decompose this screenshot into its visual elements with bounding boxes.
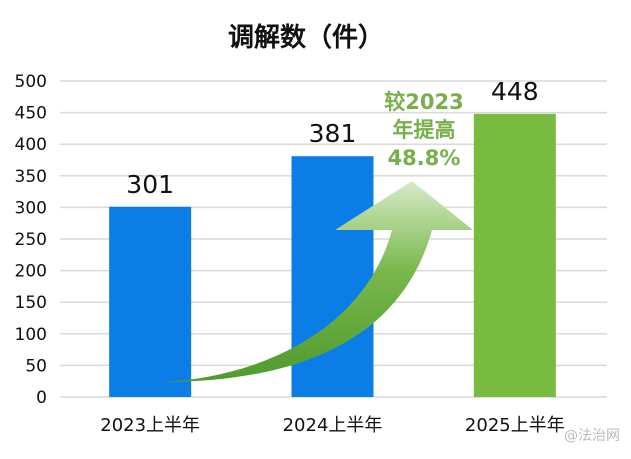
y-tick-label: 150 [15,293,47,313]
y-tick-label: 100 [15,325,47,345]
data-label: 448 [491,77,539,106]
data-label: 381 [309,119,357,148]
growth-annotation: 年提高 [393,118,456,142]
x-tick-label: 2025上半年 [465,415,565,436]
bar [109,206,192,397]
x-tick-label: 2023上半年 [100,415,200,436]
watermark: @法治网 [564,428,620,444]
chart-title: 调解数（件） [228,23,384,53]
y-tick-label: 200 [15,262,47,282]
y-tick-label: 500 [15,72,47,92]
growth-annotation: 48.8% [388,146,461,170]
y-tick-label: 250 [15,230,47,250]
y-tick-label: 0 [36,388,47,408]
y-tick-label: 50 [25,356,47,376]
bar [473,113,556,397]
y-tick-label: 450 [15,104,47,124]
data-label: 301 [126,170,174,199]
y-tick-label: 400 [15,135,47,155]
growth-arrow [160,181,473,382]
growth-annotation: 较2023 [384,90,463,114]
y-tick-label: 350 [15,167,47,187]
y-tick-label: 300 [15,198,47,218]
x-tick-label: 2024上半年 [283,415,383,436]
